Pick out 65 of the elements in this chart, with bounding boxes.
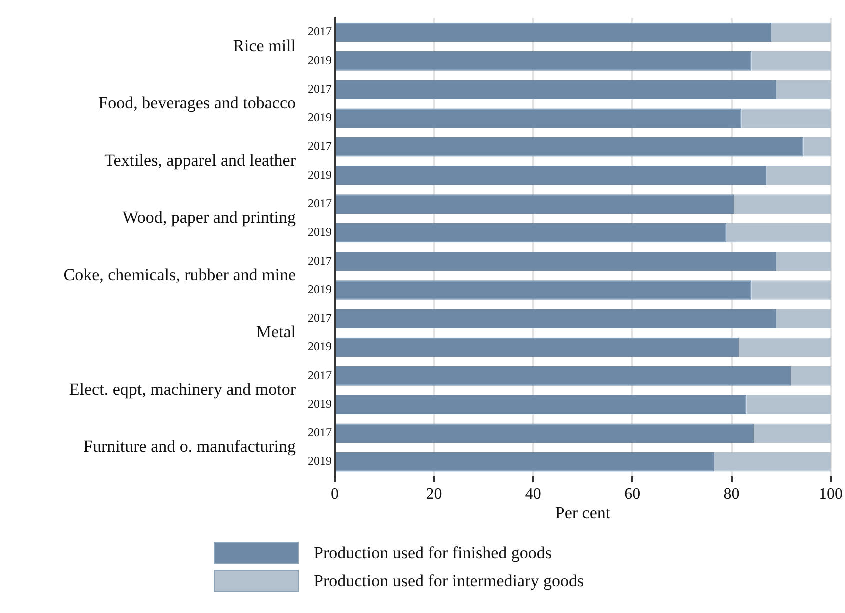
bar bbox=[804, 137, 831, 157]
bar bbox=[336, 80, 776, 100]
bar bbox=[714, 452, 831, 472]
y-tick-label: 2017 bbox=[308, 24, 332, 39]
y-tick-label: 2017 bbox=[308, 426, 332, 440]
text: Textiles, apparel and leather bbox=[104, 150, 296, 170]
y-tick-label: 2017 bbox=[308, 254, 332, 268]
bar bbox=[336, 252, 776, 272]
bar bbox=[336, 280, 752, 300]
text: Metal bbox=[256, 322, 296, 342]
y-tick-label: 2019 bbox=[308, 53, 332, 68]
bar bbox=[752, 280, 831, 300]
y-tick-label: 2019 bbox=[308, 225, 332, 240]
y-tick-label: 2019 bbox=[308, 396, 332, 411]
text: Food, beverages and tobacco bbox=[98, 94, 296, 113]
x-tick-label: 20 bbox=[426, 486, 442, 504]
legend-label: Production used for intermediary goods bbox=[314, 571, 584, 590]
y-tick-label: 2017 bbox=[308, 311, 332, 326]
bar bbox=[336, 395, 747, 414]
x-tick-label: 100 bbox=[819, 486, 843, 504]
bar bbox=[336, 309, 776, 329]
y-tick-label: 2017 bbox=[308, 139, 332, 154]
bar bbox=[336, 51, 752, 71]
x-tick-label: 0 bbox=[331, 486, 339, 504]
bar bbox=[336, 223, 727, 243]
bar bbox=[336, 166, 767, 186]
y-tick-label: 2019 bbox=[308, 454, 332, 468]
bar bbox=[336, 108, 742, 128]
legend-label: Production used for finished goods bbox=[314, 543, 552, 562]
bar bbox=[336, 194, 734, 214]
x-tick-label: 80 bbox=[724, 486, 740, 504]
y-tick-label: 2017 bbox=[308, 196, 332, 210]
text: Coke, chemicals, rubber and mine bbox=[64, 265, 296, 284]
bar bbox=[734, 194, 831, 214]
y-tick-label: 2019 bbox=[308, 168, 332, 182]
bar bbox=[754, 424, 831, 444]
bar bbox=[739, 338, 831, 358]
x-tick-label: 40 bbox=[525, 486, 542, 504]
bar bbox=[336, 366, 792, 386]
bar bbox=[726, 223, 831, 243]
y-tick-label: 2017 bbox=[308, 368, 332, 382]
bar bbox=[752, 51, 831, 71]
bar bbox=[791, 366, 831, 386]
bar bbox=[336, 137, 804, 157]
y-tick-label: 2017 bbox=[308, 82, 332, 96]
text: Elect. eqpt, machinery and motor bbox=[69, 380, 296, 399]
bar bbox=[776, 309, 831, 329]
bar bbox=[336, 22, 772, 42]
x-axis-title: Per cent bbox=[555, 503, 611, 522]
bar bbox=[776, 80, 831, 100]
bar bbox=[771, 22, 831, 42]
bar bbox=[336, 338, 740, 358]
text: Wood, paper and printing bbox=[122, 208, 296, 228]
bar bbox=[766, 166, 831, 186]
bar bbox=[336, 452, 714, 472]
y-tick-label: 2019 bbox=[308, 282, 332, 296]
bar bbox=[746, 395, 831, 414]
x-tick-label: 60 bbox=[624, 486, 641, 504]
y-tick-label: 2019 bbox=[308, 110, 332, 125]
bar bbox=[776, 252, 831, 272]
y-tick-label: 2019 bbox=[308, 340, 332, 354]
text: Furniture and o. manufacturing bbox=[84, 437, 296, 456]
bar bbox=[742, 108, 831, 128]
text: Rice mill bbox=[233, 36, 296, 56]
bar bbox=[336, 424, 754, 444]
